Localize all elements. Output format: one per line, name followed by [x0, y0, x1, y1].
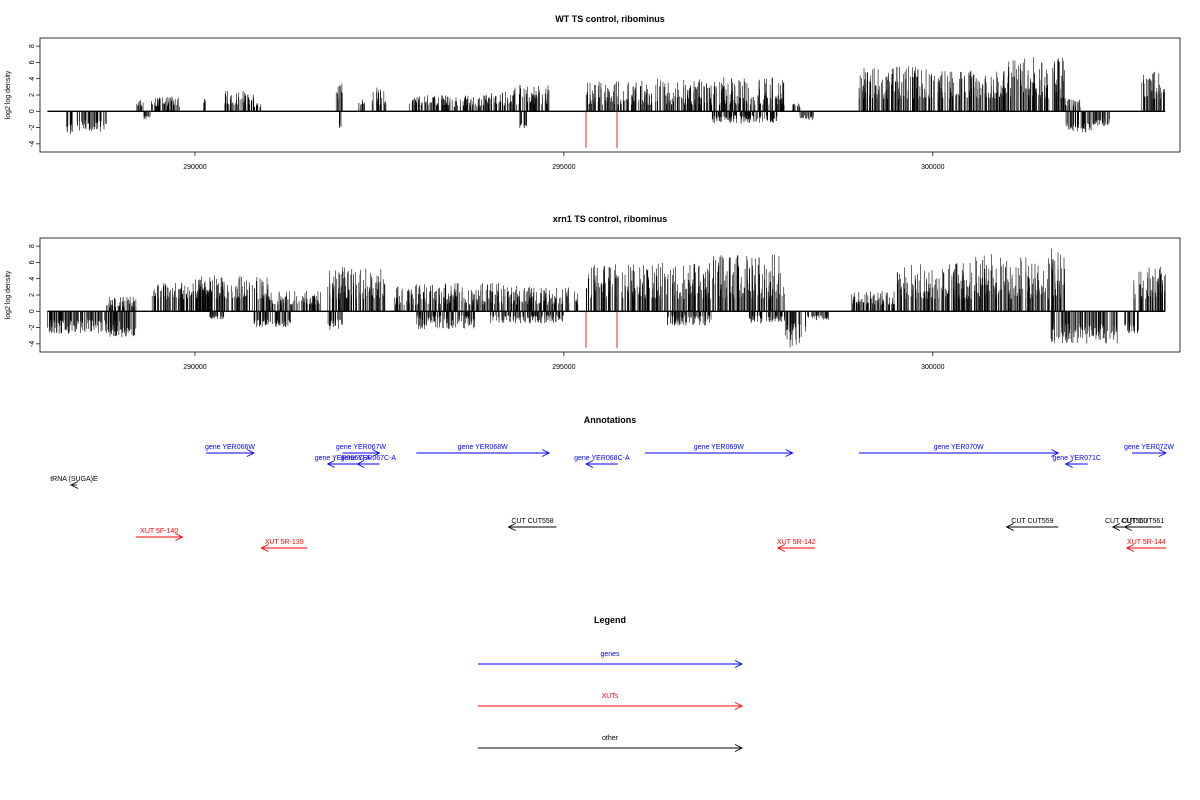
x-tick-label: 295000	[552, 164, 575, 171]
genes-arrow	[1064, 460, 1088, 468]
other-label: CUT CUT558	[511, 518, 553, 525]
xuts-arrow	[1125, 544, 1166, 552]
genes-label: gene YER068W	[458, 444, 508, 451]
other-label: CUT CUT561	[1122, 518, 1164, 525]
genes-arrow	[356, 460, 380, 468]
x-tick-label: 300000	[921, 164, 944, 171]
other-label: CUT CUT560	[1105, 518, 1147, 525]
annotations-panel: Annotations gene YER066W gene YER067W gene …	[50, 415, 1174, 552]
y-tick-label: 6	[29, 60, 36, 64]
y-axis-label: log2 log density	[5, 70, 12, 119]
chart-title: WT TS control, ribominus	[555, 14, 665, 24]
genes-label: gene YER067C-A	[341, 455, 397, 462]
y-axis-label: log2 log density	[5, 270, 12, 319]
genes-arrow	[645, 449, 794, 457]
y-tick-label: 0	[29, 309, 36, 313]
genes-label: gene YER071C	[1052, 455, 1101, 462]
xuts-label: XUT 5F-140	[140, 528, 178, 535]
xuts-arrow	[135, 533, 184, 541]
xuts-arrow	[260, 544, 308, 552]
legend-arrow	[478, 702, 744, 710]
legend-panel: Legend genes XUTs other	[478, 615, 744, 752]
chart-title: xrn1 TS control, ribominus	[553, 214, 668, 224]
legend-title: Legend	[594, 615, 626, 625]
genes-arrow	[1132, 449, 1167, 457]
genes-arrow	[342, 449, 381, 457]
x-tick-label: 300000	[921, 364, 944, 371]
genes-arrow	[206, 449, 255, 457]
y-tick-label: -2	[29, 124, 36, 130]
other-arrow	[507, 523, 557, 531]
genes-arrow	[326, 460, 358, 468]
y-tick-label: 8	[29, 44, 36, 48]
y-tick-label: -4	[29, 341, 36, 347]
legend-label: XUTs	[602, 693, 619, 700]
y-tick-label: -2	[29, 324, 36, 330]
genes-label: gene YER069W	[694, 444, 744, 451]
genes-arrow	[585, 460, 618, 468]
y-tick-label: 6	[29, 260, 36, 264]
annotations-title: Annotations	[584, 415, 637, 425]
y-tick-label: -4	[29, 141, 36, 147]
legend-arrow	[478, 744, 744, 752]
x-tick-label: 295000	[552, 364, 575, 371]
genes-arrow	[859, 449, 1060, 457]
x-tick-label: 290000	[183, 364, 206, 371]
xrn1-coverage-panel: xrn1 TS control, ribominus log2 log densi…	[5, 214, 1181, 371]
xuts-label: XUT 5R-139	[265, 539, 304, 546]
y-tick-label: 2	[29, 293, 36, 297]
other-arrow	[1005, 523, 1059, 531]
x-tick-label: 290000	[183, 164, 206, 171]
y-tick-label: 8	[29, 244, 36, 248]
genes-label: gene YER070W	[934, 444, 984, 451]
xuts-label: XUT 5R-144	[1127, 539, 1166, 546]
y-tick-label: 4	[29, 277, 36, 281]
y-tick-label: 0	[29, 109, 36, 113]
other-arrow	[69, 481, 79, 489]
other-arrow	[1123, 523, 1162, 531]
genes-label: gene YER066W	[205, 444, 255, 451]
genes-label: gene YER068C-A	[574, 455, 630, 462]
genes-label: gene YER067W	[336, 444, 386, 451]
y-tick-label: 4	[29, 77, 36, 81]
wt-coverage-panel: WT TS control, ribominus log2 log density…	[5, 14, 1181, 171]
other-label: CUT CUT559	[1011, 518, 1053, 525]
y-tick-label: 2	[29, 93, 36, 97]
xuts-label: XUT 5R-142	[777, 539, 816, 546]
other-label: tRNA (SUGA)E	[50, 476, 98, 483]
genes-label: gene YER072W	[1124, 444, 1174, 451]
legend-label: other	[602, 735, 619, 742]
legend-label: genes	[600, 651, 620, 658]
genes-label: gene YER066C-A	[315, 455, 371, 462]
xuts-arrow	[776, 544, 815, 552]
genes-arrow	[416, 449, 551, 457]
legend-arrow	[478, 660, 744, 668]
